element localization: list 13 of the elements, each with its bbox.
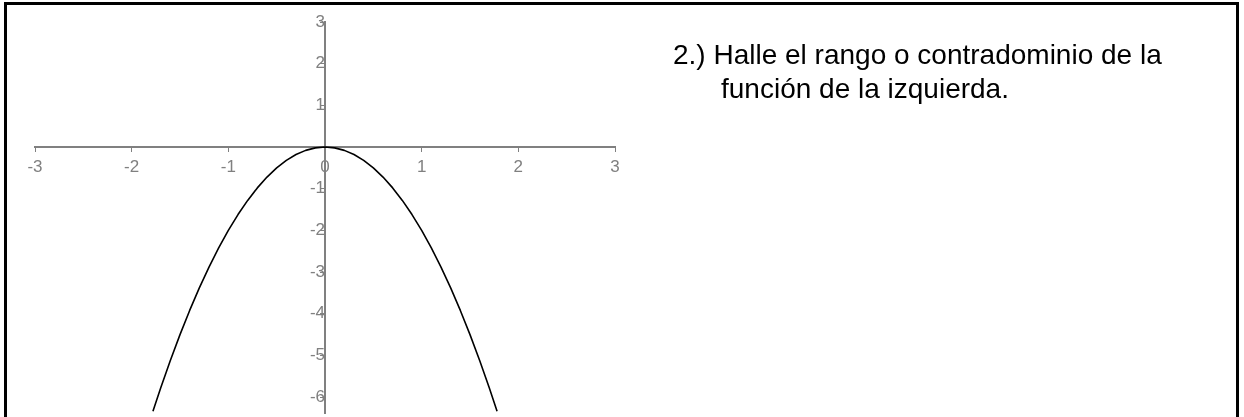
y-tick-label: 1 [315, 95, 325, 115]
text: 2.) Halle el rango o contradominio de la función de la izquierda. [673, 38, 1163, 106]
y-tick-label: -4 [309, 303, 325, 323]
x-tick-label: 1 [416, 156, 427, 176]
x-tick-label: 3 [610, 156, 620, 176]
y-tick-label: -1 [309, 178, 325, 198]
x-tick-label: -1 [220, 156, 236, 176]
x-tick-label: -3 [27, 156, 43, 176]
y-tick-label: -6 [309, 386, 325, 406]
y-tick-label: -2 [309, 220, 325, 240]
x-tick-label: -2 [124, 156, 140, 176]
x-tick-label: 2 [513, 156, 524, 176]
y-tick-label: 2 [315, 53, 325, 73]
